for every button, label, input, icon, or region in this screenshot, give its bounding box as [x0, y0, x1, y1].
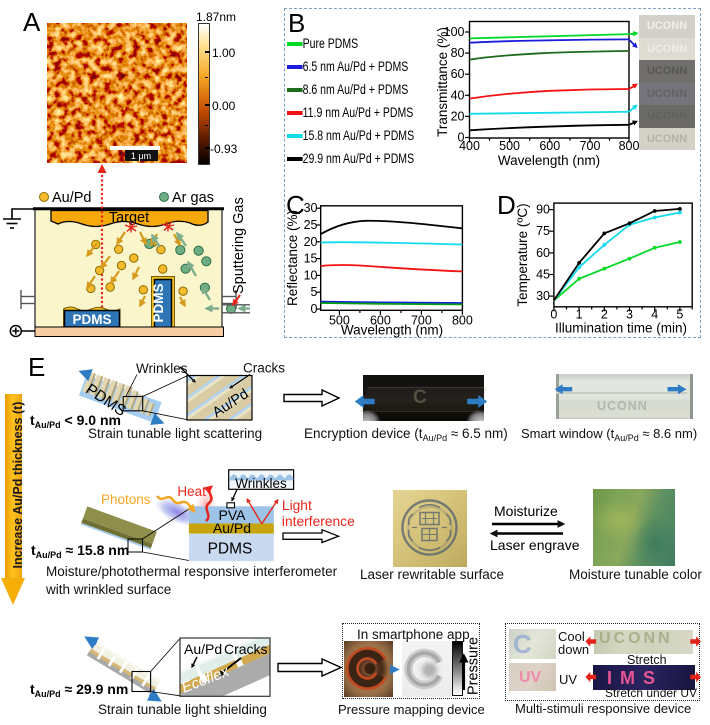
svg-text:Heat: Heat [177, 484, 206, 499]
svg-text:Ecoflex: Ecoflex [179, 663, 231, 697]
svg-text:1 μm: 1 μm [131, 151, 151, 161]
svg-text:Au/Pd: Au/Pd [52, 190, 92, 206]
svg-text:Light: Light [282, 498, 312, 513]
svg-text:Au/Pd: Au/Pd [184, 641, 222, 657]
svg-text:PDMS: PDMS [208, 541, 253, 558]
svg-text:Au/Pd: Au/Pd [210, 386, 252, 421]
svg-text:PVA: PVA [219, 507, 247, 523]
svg-text:PDMS: PDMS [151, 283, 166, 322]
svg-text:Target: Target [109, 210, 149, 226]
svg-text:interference: interference [282, 514, 355, 529]
svg-text:Sputtering Gas: Sputtering Gas [231, 197, 247, 294]
svg-text:PDMS: PDMS [72, 312, 111, 327]
svg-text:Cracks: Cracks [224, 641, 268, 657]
svg-text:Ar gas: Ar gas [172, 190, 214, 206]
svg-text:Wrinkles: Wrinkles [136, 361, 188, 376]
svg-text:Photons: Photons [101, 492, 151, 507]
svg-text:Cracks: Cracks [243, 361, 285, 376]
svg-text:Wrinkles: Wrinkles [235, 476, 287, 491]
svg-text:Au/Pd: Au/Pd [213, 520, 251, 536]
